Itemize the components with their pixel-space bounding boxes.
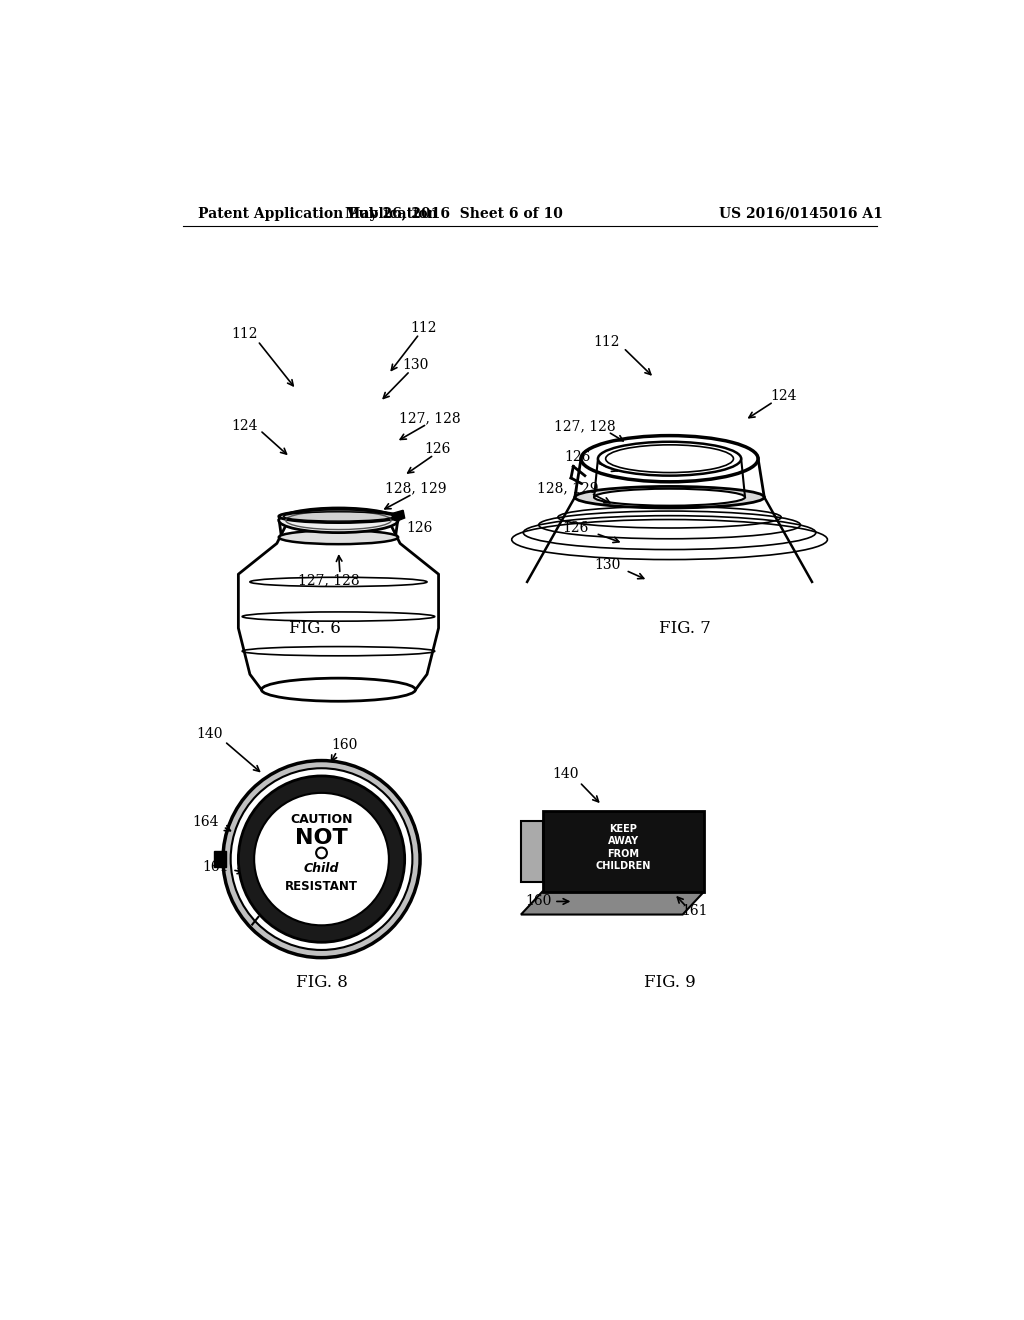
Text: 164: 164	[193, 816, 219, 829]
Text: CAUTION: CAUTION	[290, 813, 353, 825]
Text: NOT: NOT	[295, 828, 348, 847]
Text: 161: 161	[681, 904, 708, 919]
Ellipse shape	[261, 678, 416, 701]
Ellipse shape	[279, 531, 398, 544]
Ellipse shape	[279, 508, 398, 533]
Bar	[214, 851, 226, 867]
Text: May 26, 2016  Sheet 6 of 10: May 26, 2016 Sheet 6 of 10	[345, 207, 563, 220]
Text: 128, 129: 128, 129	[538, 480, 599, 495]
Ellipse shape	[254, 793, 389, 925]
Text: 126: 126	[562, 521, 589, 535]
Text: FIG. 6: FIG. 6	[290, 619, 341, 636]
Text: 124: 124	[770, 388, 797, 403]
Text: FIG. 8: FIG. 8	[296, 974, 347, 991]
Text: 140: 140	[196, 727, 222, 742]
Text: 160: 160	[525, 895, 552, 908]
Text: 130: 130	[595, 558, 622, 572]
Text: RESISTANT: RESISTANT	[285, 880, 358, 894]
Ellipse shape	[285, 513, 392, 527]
Text: 160: 160	[332, 738, 357, 752]
Text: 127, 128: 127, 128	[298, 573, 360, 587]
Text: FIG. 7: FIG. 7	[659, 619, 711, 636]
Text: 140: 140	[552, 767, 579, 781]
Ellipse shape	[581, 436, 758, 482]
Text: FIG. 9: FIG. 9	[644, 974, 695, 991]
Text: 130: 130	[402, 358, 429, 372]
Text: 161: 161	[202, 859, 228, 874]
Text: 126: 126	[564, 450, 591, 465]
Text: Child: Child	[304, 862, 339, 875]
Circle shape	[239, 776, 404, 942]
Polygon shape	[521, 891, 705, 915]
Text: 127, 128: 127, 128	[554, 420, 615, 433]
Text: 112: 112	[410, 321, 436, 335]
Circle shape	[230, 768, 413, 950]
Text: 126: 126	[407, 521, 432, 535]
Polygon shape	[392, 511, 404, 521]
Text: 126: 126	[424, 442, 451, 457]
Text: 112: 112	[231, 327, 258, 341]
Text: 112: 112	[593, 335, 620, 348]
Ellipse shape	[574, 487, 764, 508]
Text: KEEP
AWAY
FROM
CHILDREN: KEEP AWAY FROM CHILDREN	[596, 824, 651, 871]
Polygon shape	[521, 821, 543, 882]
Text: US 2016/0145016 A1: US 2016/0145016 A1	[719, 207, 883, 220]
Circle shape	[223, 760, 420, 958]
Ellipse shape	[279, 511, 398, 523]
Text: 127, 128: 127, 128	[398, 412, 460, 425]
Text: 124: 124	[231, 420, 258, 433]
Ellipse shape	[598, 442, 741, 475]
Text: Patent Application Publication: Patent Application Publication	[199, 207, 438, 220]
Ellipse shape	[594, 488, 745, 506]
Text: 128, 129: 128, 129	[385, 480, 446, 495]
Bar	[543, 812, 705, 892]
